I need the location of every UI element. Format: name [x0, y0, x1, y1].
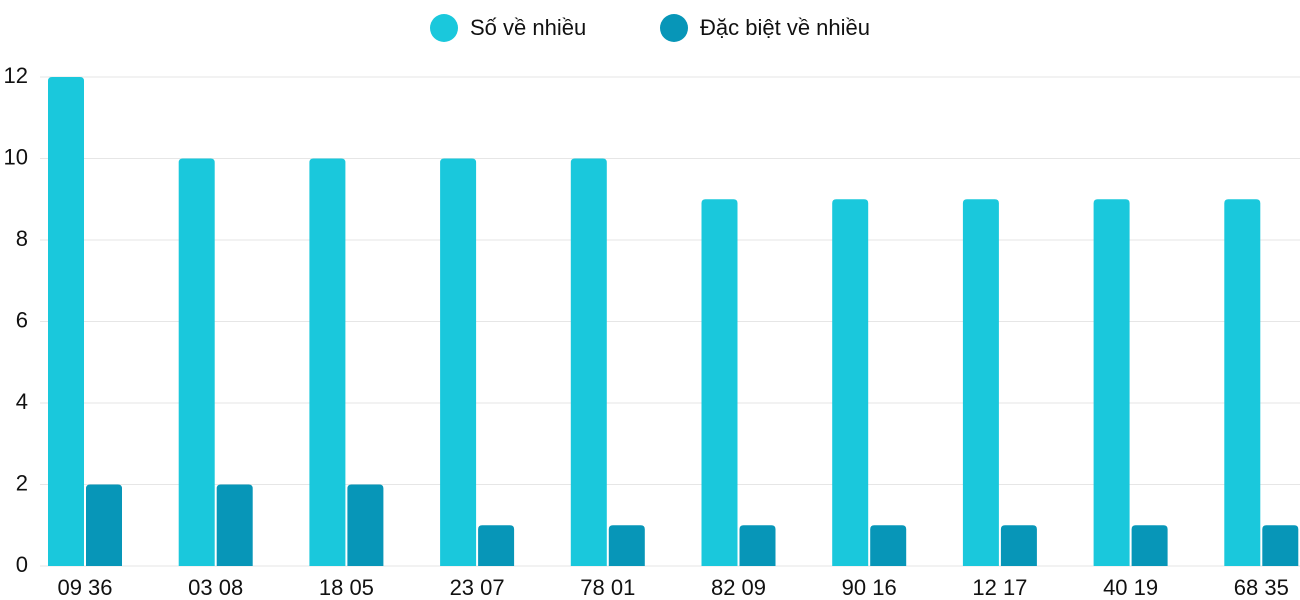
bar [440, 158, 477, 566]
bar [86, 484, 122, 566]
y-tick-label: 10 [4, 144, 28, 169]
legend-label: Đặc biệt về nhiều [700, 15, 870, 40]
y-tick-label: 0 [16, 552, 28, 577]
x-tick-label: 40 19 [1103, 575, 1158, 600]
y-tick-label: 6 [16, 307, 28, 332]
bar [1131, 525, 1168, 566]
bar [739, 525, 776, 566]
bar [1224, 199, 1261, 566]
y-tick-label: 12 [4, 63, 28, 88]
bar [608, 525, 645, 566]
x-tick-label: 82 09 [711, 575, 766, 600]
x-tick-label: 18 05 [319, 575, 374, 600]
y-tick-label: 4 [16, 389, 28, 414]
bar [832, 199, 869, 566]
bar [701, 199, 738, 566]
legend-label: Số về nhiều [470, 15, 586, 40]
x-tick-label: 78 01 [580, 575, 635, 600]
x-tick-label: 09 36 [57, 575, 112, 600]
bar [347, 484, 384, 566]
x-tick-label: 23 07 [450, 575, 505, 600]
bar [1262, 525, 1299, 566]
bar [178, 158, 215, 566]
bar [48, 77, 84, 566]
x-tick-label: 90 16 [842, 575, 897, 600]
legend-marker [430, 14, 458, 42]
bar [216, 484, 253, 566]
bar [1093, 199, 1130, 566]
legend-marker [660, 14, 688, 42]
y-tick-label: 2 [16, 470, 28, 495]
bar [870, 525, 907, 566]
x-tick-label: 03 08 [188, 575, 243, 600]
bar [1000, 525, 1037, 566]
y-tick-label: 8 [16, 226, 28, 251]
x-tick-label: 12 17 [972, 575, 1027, 600]
bar [309, 158, 346, 566]
x-tick-label: 68 35 [1234, 575, 1289, 600]
bar [570, 158, 607, 566]
bar [962, 199, 999, 566]
bar [478, 525, 515, 566]
